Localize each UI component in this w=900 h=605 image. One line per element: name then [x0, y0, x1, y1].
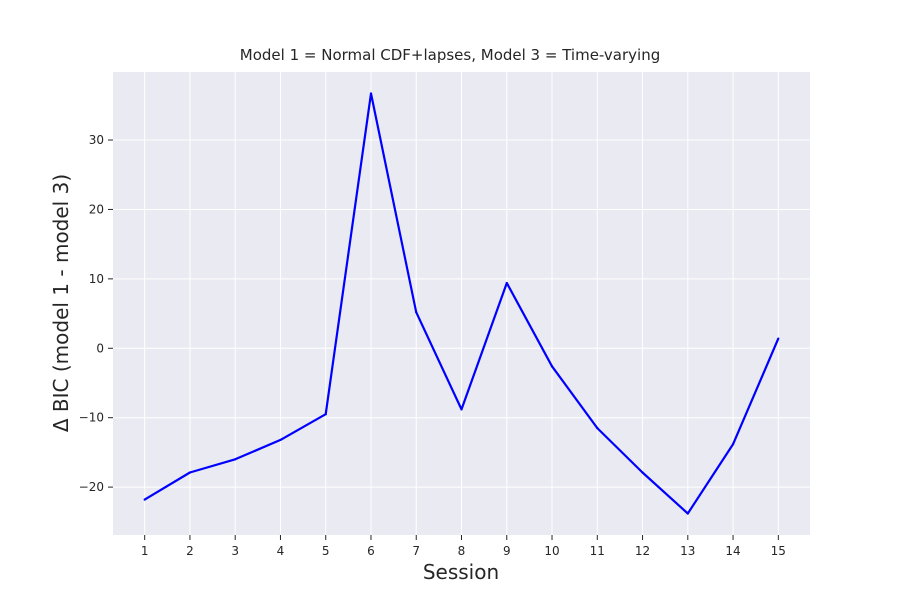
chart-title: Model 1 = Normal CDF+lapses, Model 3 = T… — [240, 46, 660, 64]
data-point — [324, 413, 327, 416]
y-tick-label: 30 — [89, 133, 104, 147]
data-point — [731, 442, 735, 446]
x-tick-label: 1 — [141, 544, 149, 558]
x-tick-label: 6 — [367, 544, 375, 558]
data-point — [415, 311, 418, 314]
data-point — [777, 337, 780, 340]
x-tick-label: 2 — [186, 544, 194, 558]
x-tick-label: 10 — [544, 544, 559, 558]
x-tick-label: 8 — [458, 544, 466, 558]
x-tick-label: 11 — [590, 544, 605, 558]
y-tick-label: 10 — [89, 272, 104, 286]
x-tick-label: 5 — [322, 544, 330, 558]
data-point — [460, 408, 463, 411]
x-gridlines — [144, 72, 779, 535]
x-tick-label: 15 — [771, 544, 786, 558]
y-tick-label: 0 — [96, 341, 104, 355]
x-tick-label: 12 — [635, 544, 650, 558]
x-tick-label: 14 — [725, 544, 740, 558]
y-tick-label: −10 — [79, 411, 104, 425]
data-point — [188, 471, 192, 474]
series-layer — [143, 92, 780, 515]
y-tick-label: 20 — [89, 202, 104, 216]
y-tick-label: −20 — [79, 480, 104, 494]
x-tick-label: 13 — [680, 544, 695, 558]
data-point — [505, 281, 508, 285]
data-point — [641, 471, 644, 474]
data-point — [279, 438, 282, 442]
x-tick-label: 7 — [412, 544, 420, 558]
data-point — [596, 427, 599, 430]
y-gridlines — [113, 139, 810, 488]
data-point — [686, 512, 689, 515]
data-point — [550, 365, 554, 368]
data-point — [234, 458, 237, 461]
x-tick-labels: 1 2 3 4 5 6 7 8 9 10 11 12 13 14 15 — [141, 535, 786, 558]
y-tick-labels: −20 −10 0 10 20 30 — [79, 133, 113, 494]
y-axis-label: Δ BIC (model 1 - model 3) — [49, 174, 73, 432]
data-point — [143, 498, 146, 501]
x-tick-label: 4 — [277, 544, 285, 558]
data-point — [369, 92, 373, 95]
x-axis-label: Session — [423, 560, 499, 584]
x-tick-label: 9 — [503, 544, 511, 558]
x-tick-label: 3 — [231, 544, 239, 558]
